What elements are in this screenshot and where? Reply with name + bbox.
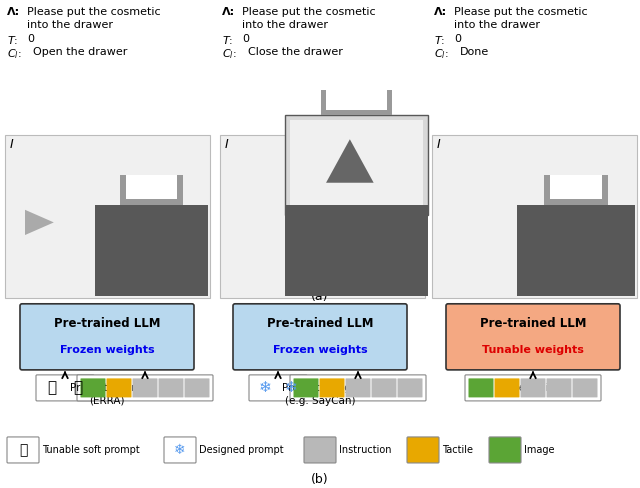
Text: (ERRA): (ERRA) bbox=[89, 396, 125, 406]
FancyBboxPatch shape bbox=[547, 378, 572, 397]
Text: Tunable soft prompt: Tunable soft prompt bbox=[42, 445, 140, 455]
FancyBboxPatch shape bbox=[397, 378, 422, 397]
FancyBboxPatch shape bbox=[520, 378, 545, 397]
Text: into the drawer: into the drawer bbox=[242, 20, 328, 30]
FancyBboxPatch shape bbox=[20, 304, 194, 370]
Text: Pre-trained LLM: Pre-trained LLM bbox=[267, 317, 373, 330]
Text: (a): (a) bbox=[311, 289, 329, 303]
FancyBboxPatch shape bbox=[294, 378, 319, 397]
FancyBboxPatch shape bbox=[517, 205, 635, 296]
FancyBboxPatch shape bbox=[36, 375, 94, 401]
FancyBboxPatch shape bbox=[371, 378, 397, 397]
FancyBboxPatch shape bbox=[7, 437, 39, 463]
FancyBboxPatch shape bbox=[132, 378, 157, 397]
Text: 🔥: 🔥 bbox=[74, 381, 83, 395]
Text: Open the drawer: Open the drawer bbox=[33, 47, 127, 57]
FancyBboxPatch shape bbox=[321, 90, 392, 115]
FancyBboxPatch shape bbox=[220, 135, 425, 298]
Text: Done: Done bbox=[460, 47, 489, 57]
Text: $C_l$:: $C_l$: bbox=[222, 47, 237, 61]
Text: into the drawer: into the drawer bbox=[27, 20, 113, 30]
Text: 0: 0 bbox=[454, 34, 461, 44]
Text: ❄: ❄ bbox=[174, 443, 186, 457]
FancyBboxPatch shape bbox=[543, 175, 609, 205]
Polygon shape bbox=[25, 210, 54, 235]
FancyBboxPatch shape bbox=[5, 135, 210, 298]
FancyBboxPatch shape bbox=[159, 378, 184, 397]
FancyBboxPatch shape bbox=[127, 175, 177, 200]
Text: $C_l$:: $C_l$: bbox=[434, 47, 449, 61]
Text: ❄: ❄ bbox=[285, 381, 298, 395]
FancyBboxPatch shape bbox=[446, 304, 620, 370]
Text: Close the drawer: Close the drawer bbox=[248, 47, 343, 57]
Text: 0: 0 bbox=[27, 34, 34, 44]
Text: (b): (b) bbox=[311, 473, 329, 487]
Text: Frozen weights: Frozen weights bbox=[273, 346, 367, 355]
Text: $T$:: $T$: bbox=[434, 34, 445, 46]
FancyBboxPatch shape bbox=[249, 375, 307, 401]
FancyBboxPatch shape bbox=[573, 378, 598, 397]
Text: (e.g. SayCan): (e.g. SayCan) bbox=[285, 396, 355, 406]
Text: Please put the cosmetic: Please put the cosmetic bbox=[27, 7, 161, 17]
FancyBboxPatch shape bbox=[304, 437, 336, 463]
FancyBboxPatch shape bbox=[164, 437, 196, 463]
FancyBboxPatch shape bbox=[468, 378, 493, 397]
FancyBboxPatch shape bbox=[120, 175, 182, 205]
Text: Pre-trained LLM: Pre-trained LLM bbox=[54, 317, 160, 330]
Text: into the drawer: into the drawer bbox=[454, 20, 540, 30]
Text: Λ:: Λ: bbox=[222, 7, 235, 17]
Text: Tactile: Tactile bbox=[442, 445, 473, 455]
FancyBboxPatch shape bbox=[319, 378, 344, 397]
FancyBboxPatch shape bbox=[285, 205, 428, 296]
Text: Λ:: Λ: bbox=[434, 7, 447, 17]
FancyBboxPatch shape bbox=[346, 378, 371, 397]
FancyBboxPatch shape bbox=[81, 378, 106, 397]
Text: Λ:: Λ: bbox=[7, 7, 20, 17]
FancyBboxPatch shape bbox=[290, 375, 426, 401]
Text: Prompt design: Prompt design bbox=[282, 383, 358, 393]
Text: $I$: $I$ bbox=[224, 138, 229, 151]
Text: Please put the cosmetic: Please put the cosmetic bbox=[242, 7, 376, 17]
Text: ❄: ❄ bbox=[259, 381, 271, 395]
FancyBboxPatch shape bbox=[432, 135, 637, 298]
Text: Frozen weights: Frozen weights bbox=[60, 346, 154, 355]
Text: 🔥: 🔥 bbox=[47, 381, 56, 395]
FancyBboxPatch shape bbox=[489, 437, 521, 463]
FancyBboxPatch shape bbox=[233, 304, 407, 370]
Text: Image: Image bbox=[524, 445, 554, 455]
Text: $T$:: $T$: bbox=[222, 34, 233, 46]
FancyBboxPatch shape bbox=[106, 378, 131, 397]
FancyBboxPatch shape bbox=[407, 437, 439, 463]
FancyBboxPatch shape bbox=[495, 378, 520, 397]
FancyBboxPatch shape bbox=[184, 378, 209, 397]
Text: Prompt tuning: Prompt tuning bbox=[70, 383, 144, 393]
FancyBboxPatch shape bbox=[77, 375, 213, 401]
Text: $I$: $I$ bbox=[436, 138, 442, 151]
FancyBboxPatch shape bbox=[465, 375, 601, 401]
Text: Please put the cosmetic: Please put the cosmetic bbox=[454, 7, 588, 17]
Text: Tunable weights: Tunable weights bbox=[482, 346, 584, 355]
FancyBboxPatch shape bbox=[290, 120, 423, 210]
FancyBboxPatch shape bbox=[285, 115, 428, 215]
Text: $T$:: $T$: bbox=[7, 34, 18, 46]
Text: 0: 0 bbox=[242, 34, 249, 44]
Text: Designed prompt: Designed prompt bbox=[199, 445, 284, 455]
FancyBboxPatch shape bbox=[326, 90, 387, 110]
FancyBboxPatch shape bbox=[550, 175, 602, 200]
Text: Fine tuning: Fine tuning bbox=[504, 383, 562, 393]
Polygon shape bbox=[326, 139, 374, 183]
Text: Pre-trained LLM: Pre-trained LLM bbox=[480, 317, 586, 330]
Text: Instruction: Instruction bbox=[339, 445, 392, 455]
Text: $C_l$:: $C_l$: bbox=[7, 47, 22, 61]
FancyBboxPatch shape bbox=[95, 205, 208, 296]
Text: 🔥: 🔥 bbox=[19, 443, 27, 457]
Text: $I$: $I$ bbox=[9, 138, 14, 151]
